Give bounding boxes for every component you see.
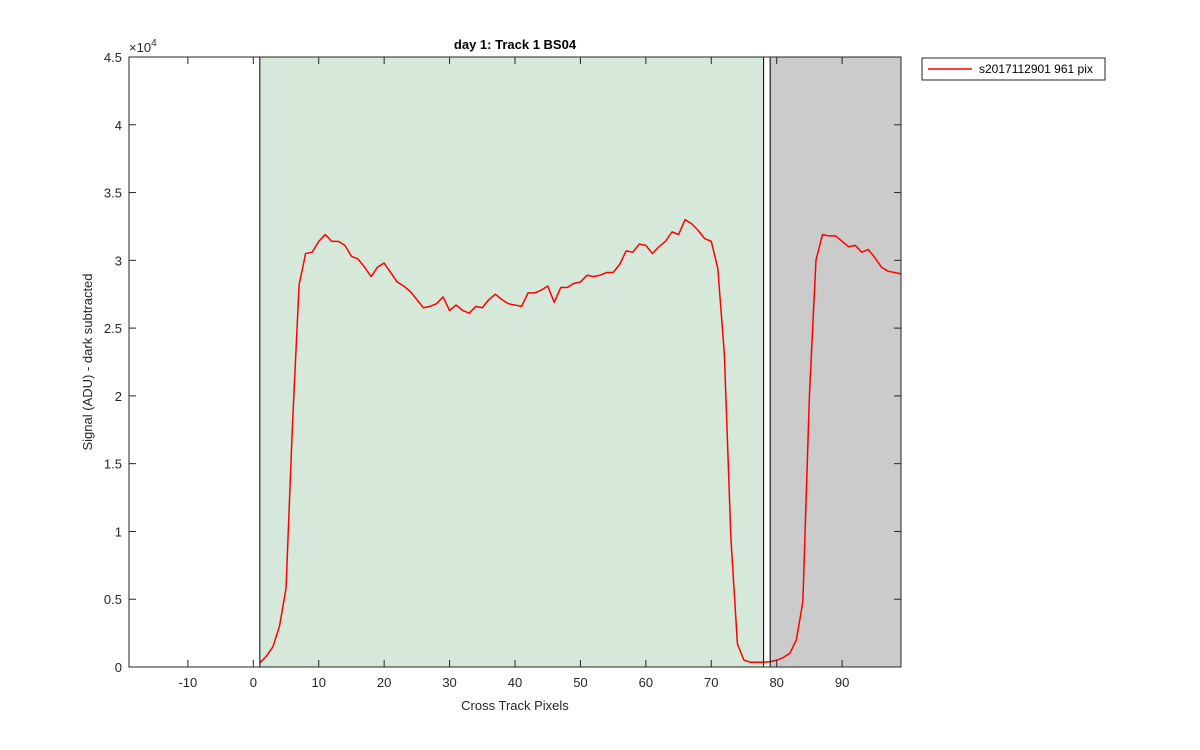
y-tick-label: 3.5 [104, 186, 122, 201]
x-ticks: -10 0 10 20 30 40 50 60 70 80 90 [178, 57, 849, 690]
x-tick-label: 30 [442, 675, 456, 690]
x-tick-label: 40 [508, 675, 522, 690]
legend: s2017112901 961 pix [921, 57, 1106, 81]
y-ticks: 0 0.5 1 1.5 2 2.5 3 3.5 4 4.5 [104, 50, 901, 675]
shaded-region [259, 57, 764, 667]
x-tick-label: 10 [311, 675, 325, 690]
shaded-region [770, 57, 901, 667]
x-tick-label: 90 [835, 675, 849, 690]
y-tick-label: 0.5 [104, 592, 122, 607]
x-tick-label: 80 [769, 675, 783, 690]
y-exponent-base: ×10 [129, 40, 151, 55]
y-axis-title: Signal (ADU) - dark subtracted [80, 273, 95, 450]
y-tick-label: 0 [115, 660, 122, 675]
y-tick-label: 3 [115, 253, 122, 268]
y-axis-exponent: ×104 [129, 38, 157, 55]
y-tick-label: 4 [115, 118, 122, 133]
shaded-regions [259, 57, 901, 667]
x-tick-label: 60 [639, 675, 653, 690]
y-tick-label: 1 [115, 524, 122, 539]
chart-title: day 1: Track 1 BS04 [454, 37, 577, 52]
x-tick-label: 20 [377, 675, 391, 690]
y-tick-label: 2.5 [104, 321, 122, 336]
x-tick-label: 50 [573, 675, 587, 690]
y-tick-label: 2 [115, 389, 122, 404]
x-tick-label: -10 [178, 675, 197, 690]
legend-label: s2017112901 961 pix [979, 62, 1093, 76]
y-exponent-power: 4 [151, 38, 157, 49]
y-tick-label: 4.5 [104, 50, 122, 65]
legend-box [921, 57, 1106, 81]
x-tick-label: 0 [250, 675, 257, 690]
y-tick-label: 1.5 [104, 457, 122, 472]
x-tick-label: 70 [704, 675, 718, 690]
series-layer [259, 218, 902, 664]
x-axis-title: Cross Track Pixels [461, 698, 569, 713]
series-line [259, 218, 902, 664]
